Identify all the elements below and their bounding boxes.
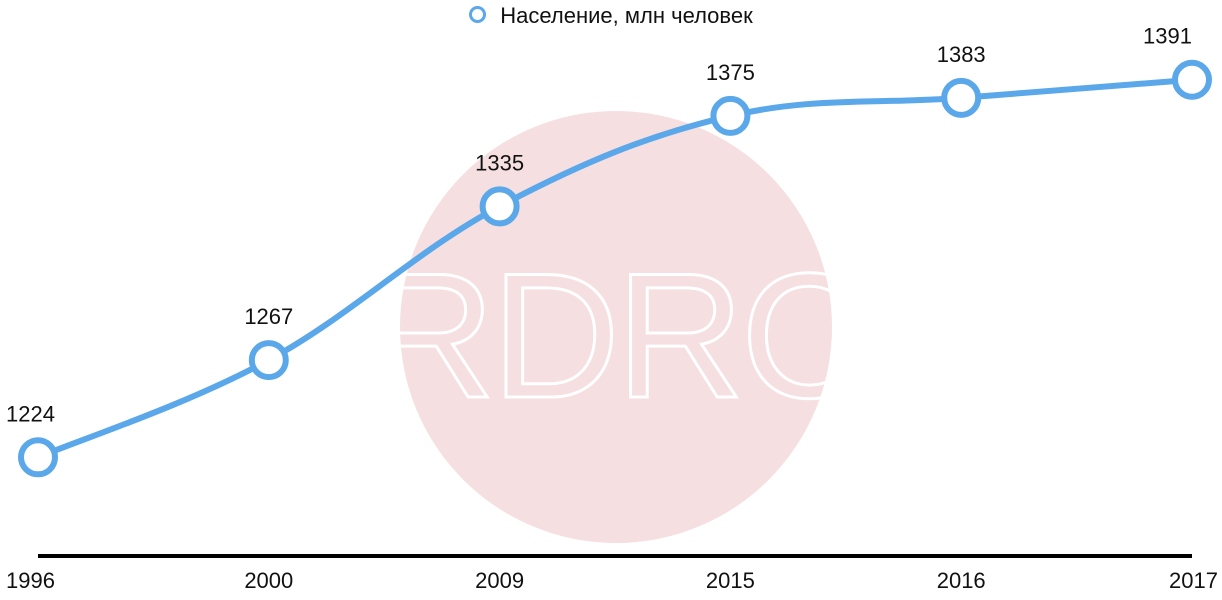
x-tick-label-2000: 2000: [244, 568, 293, 593]
x-tick-label-1996: 1996: [6, 568, 55, 593]
data-point-2009[interactable]: [479, 186, 520, 227]
x-tick-label-2015: 2015: [706, 568, 755, 593]
legend-series-label: Население, млн человек: [500, 3, 753, 29]
data-label-2016: 1383: [937, 42, 986, 67]
data-label-2000: 1267: [244, 304, 293, 329]
data-point-2016[interactable]: [941, 77, 982, 118]
series-layer: [18, 59, 1212, 478]
data-label-2009: 1335: [475, 150, 524, 175]
x-tick-labels-layer: 1996 2000 2009 2015 2016 2017: [6, 568, 1218, 593]
rdrc-watermark: RDRC: [365, 111, 871, 543]
watermark-text: RDRC: [367, 236, 865, 435]
x-tick-label-2016: 2016: [937, 568, 986, 593]
x-tick-label-2017: 2017: [1169, 568, 1218, 593]
data-point-2015[interactable]: [710, 95, 751, 136]
x-tick-label-2009: 2009: [475, 568, 524, 593]
data-label-2017: 1391: [1143, 24, 1192, 49]
data-label-1996: 1224: [6, 401, 55, 426]
legend[interactable]: Население, млн человек: [0, 2, 1222, 29]
data-labels-layer: 1224 1267 1335 1375 1383 1391: [6, 24, 1192, 427]
data-label-2015: 1375: [706, 60, 755, 85]
data-point-1996[interactable]: [18, 437, 58, 478]
data-point-2017[interactable]: [1172, 59, 1212, 100]
series-line-0: [35, 76, 1195, 461]
legend-series-marker-icon: [469, 5, 487, 23]
data-point-2000[interactable]: [248, 340, 289, 381]
